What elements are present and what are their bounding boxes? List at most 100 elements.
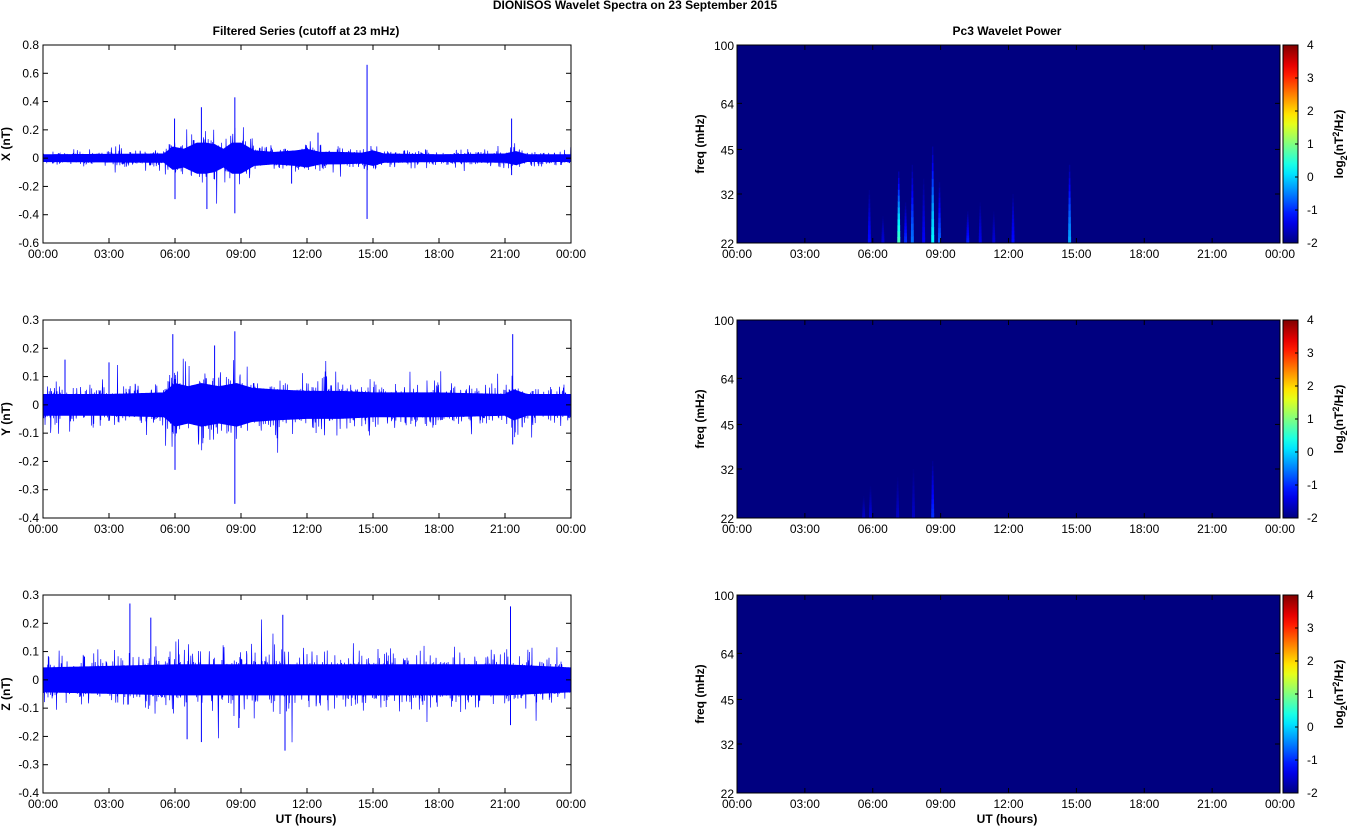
- wavelet-y-power-streak: [912, 493, 915, 499]
- wavelet-x-power-streak: [931, 178, 934, 188]
- wavelet-x-power-streak: [938, 197, 941, 204]
- wavelet-y-power-streak: [896, 504, 899, 509]
- wavelet-x-power-streak: [966, 235, 970, 239]
- wavelet-x-power-streak: [922, 178, 925, 185]
- wavelet-x-power-streak: [1011, 230, 1015, 236]
- wavelet-x-xtick-label: 21:00: [1197, 247, 1227, 261]
- wavelet-y-power-streak: [869, 512, 872, 516]
- wavelet-z-ytick-label: 32: [721, 738, 735, 752]
- wavelet-y-xtick-label: 00:00: [1265, 522, 1295, 536]
- wavelet-x-power-streak: [992, 227, 995, 231]
- wavelet-y-power-streak: [912, 469, 915, 474]
- wavelet-x-power-streak: [881, 231, 885, 235]
- wavelet-y-power-streak: [862, 505, 865, 508]
- wavelet-y-colorbar-label: -2: [1307, 511, 1318, 525]
- wavelet-z-colorbar-title-part: (nT: [1332, 686, 1346, 705]
- wavelet-x-power-streak: [938, 227, 941, 234]
- series-z-ytick-label: -0.1: [18, 701, 39, 715]
- wavelet-x-power-streak: [922, 216, 925, 223]
- wavelet-z-colorbar-label: 0: [1307, 720, 1314, 734]
- wavelet-x-power-streak: [881, 240, 885, 244]
- wavelet-y-xtick-label: 06:00: [858, 522, 888, 536]
- series-y-ytick-label: 0: [32, 398, 39, 412]
- wavelet-x-power-streak: [898, 171, 900, 178]
- wavelet-x-colorbar-title-part: 2: [1331, 132, 1341, 137]
- wavelet-x-power-streak: [1011, 234, 1015, 240]
- wavelet-x-power-streak: [938, 222, 941, 229]
- series-x-xtick-label: 03:00: [94, 247, 124, 261]
- wavelet-x-power-streak: [937, 237, 941, 244]
- wavelet-y-power-streak: [912, 477, 915, 482]
- wavelet-x-power-streak: [978, 239, 982, 244]
- wavelet-y-colorbar-title-part: log: [1332, 435, 1346, 453]
- wavelet-x-power-streak: [882, 216, 884, 219]
- wavelet-y-power-streak: [862, 499, 865, 503]
- wavelet-x-colorbar-label: -1: [1307, 203, 1318, 217]
- wavelet-x-power-streak: [868, 216, 871, 222]
- wavelet-x-power-streak: [992, 229, 995, 233]
- wavelet-x-power-streak: [979, 205, 981, 210]
- wavelet-x-power-streak: [922, 232, 926, 239]
- wavelet-x-colorbar-title-part: (nT: [1332, 136, 1346, 155]
- series-y-ytick-label: 0.2: [22, 341, 39, 355]
- wavelet-y-xtick-label: 12:00: [993, 522, 1023, 536]
- wavelet-x-power-streak: [1068, 203, 1071, 211]
- wavelet-x-power-streak: [868, 198, 871, 204]
- wavelet-y-power-streak: [912, 505, 915, 511]
- series-z-ytick-label: -0.2: [18, 729, 39, 743]
- wavelet-x-power-streak: [979, 226, 982, 230]
- wavelet-x-power-streak: [931, 194, 934, 204]
- wavelet-x-power-streak: [966, 240, 970, 244]
- series-z-ytick-label: -0.3: [18, 758, 39, 772]
- wavelet-x-power-streak: [868, 194, 871, 200]
- wavelet-x-power-streak: [882, 218, 884, 222]
- wavelet-x-power-streak: [1068, 190, 1071, 198]
- series-y-xtick-label: 00:00: [28, 522, 58, 536]
- wavelet-y-power-streak: [911, 513, 915, 519]
- wavelet-x-power-streak: [931, 226, 935, 236]
- wavelet-y-xtick-label: 15:00: [1061, 522, 1091, 536]
- wavelet-x-power-streak: [992, 240, 996, 244]
- series-z-ylabel: Z (nT): [0, 677, 13, 710]
- wavelet-y-power-streak: [862, 516, 866, 519]
- series-x-ytick-label: 0.8: [22, 38, 39, 52]
- wavelet-z-colorbar-label: -1: [1307, 753, 1318, 767]
- series-z-ytick-label: 0: [32, 673, 39, 687]
- wavelet-y-power-streak: [931, 470, 934, 476]
- series-z-xtick-label: 21:00: [490, 797, 520, 811]
- wavelet-x-power-streak: [966, 219, 969, 223]
- wavelet-x-colorbar-label: -2: [1307, 236, 1318, 250]
- wavelet-y-power-streak: [912, 509, 915, 515]
- wavelet-x-power-streak: [938, 182, 941, 188]
- wavelet-x-colorbar-label: 3: [1307, 71, 1314, 85]
- series-z-ytick-label: 0.2: [22, 616, 39, 630]
- wavelet-x-power-streak: [922, 194, 925, 201]
- series-z-xtick-label: 12:00: [292, 797, 322, 811]
- wavelet-y-power-streak: [932, 461, 934, 467]
- wavelet-x-power-streak: [922, 221, 925, 228]
- wavelet-x-colorbar-title-part: 2: [1339, 155, 1349, 160]
- wavelet-x-power-streak: [868, 229, 871, 235]
- wavelet-x-power-streak: [979, 219, 982, 224]
- wavelet-y-xtick-label: 00:00: [722, 522, 752, 536]
- wavelet-x-power-streak: [1012, 202, 1014, 207]
- wavelet-x-power-streak: [897, 231, 901, 238]
- wavelet-x-power-streak: [897, 237, 901, 244]
- wavelet-y-xtick-label: 21:00: [1197, 522, 1227, 536]
- series-x-xtick-label: 00:00: [28, 247, 58, 261]
- wavelet-x-power-streak: [992, 221, 995, 226]
- wavelet-x-power-streak: [882, 220, 884, 224]
- wavelet-x-ytick-label: 32: [721, 188, 735, 202]
- wavelet-x-power-streak: [904, 202, 907, 207]
- series-x-xtick-label: 21:00: [490, 247, 520, 261]
- series-z-ytick-label: 0.1: [22, 645, 39, 659]
- wavelet-x-power-streak: [904, 232, 907, 237]
- wavelet-x-power-streak: [993, 214, 995, 218]
- wavelet-x-power-streak: [868, 212, 871, 217]
- wavelet-x-power-streak: [931, 202, 934, 212]
- wavelet-y-power-streak: [869, 489, 872, 493]
- wavelet-x-power-streak: [1011, 222, 1015, 228]
- wavelet-x-power-streak: [922, 183, 925, 190]
- wavelet-x-power-streak: [904, 226, 907, 230]
